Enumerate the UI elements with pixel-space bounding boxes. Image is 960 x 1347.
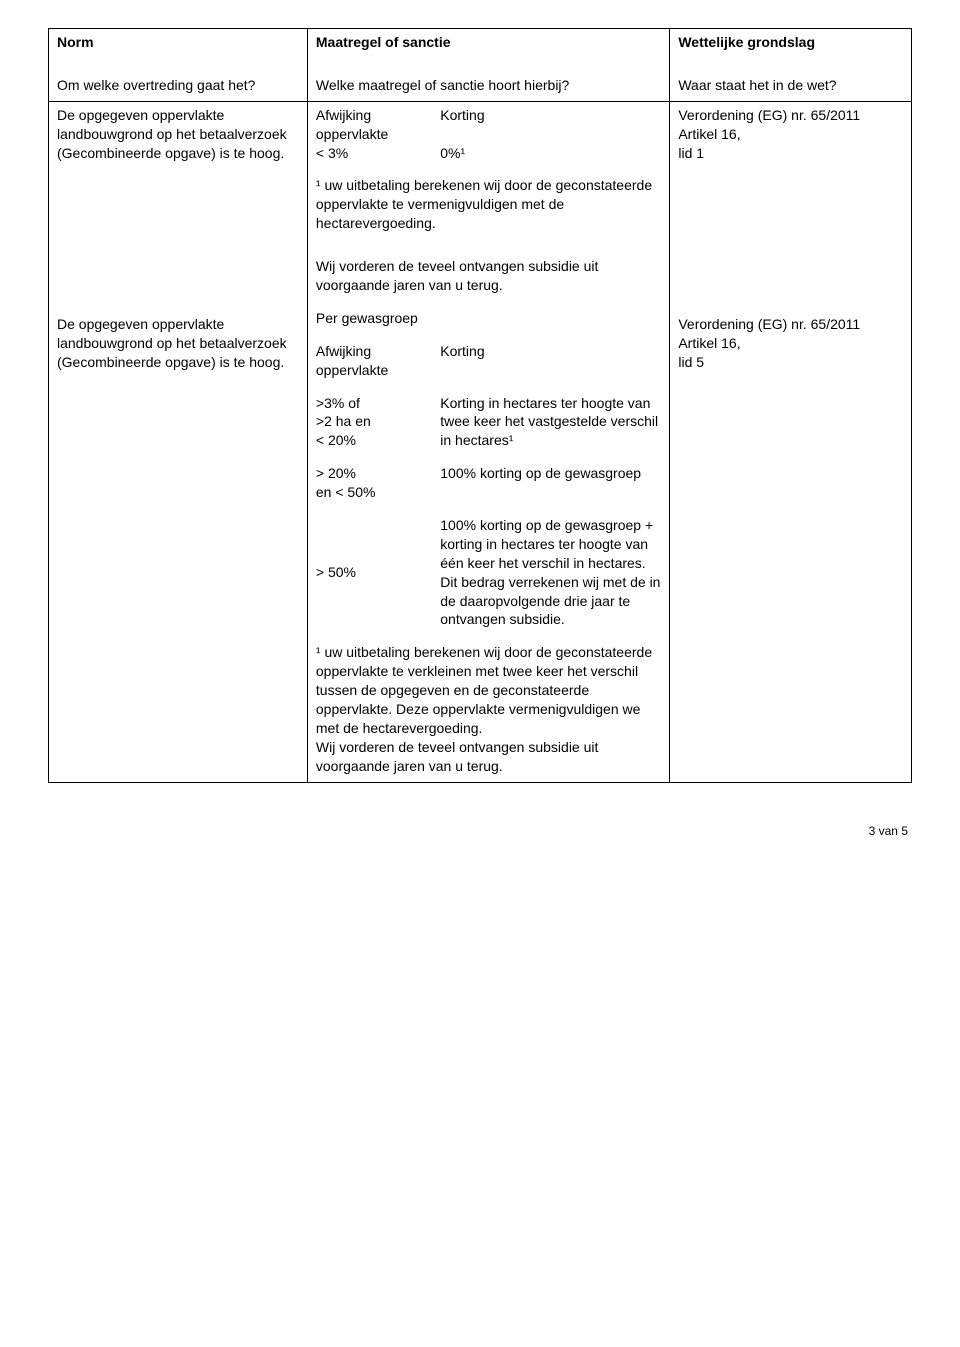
hdr-norm: Norm [57, 34, 94, 50]
hdr-maatregel-cell: Maatregel of sanctie [307, 29, 669, 58]
row2-sub-right: Korting [440, 342, 661, 380]
row2-r1-left: >3% of >2 ha en < 20% [316, 394, 440, 451]
row2-r1-right: Korting in hectares ter hoogte van twee … [440, 394, 661, 451]
hdr-grondslag-cell: Wettelijke grondslag [670, 29, 912, 58]
hdr-norm-sub: Om welke overtreding gaat het? [57, 76, 299, 95]
row2-right-cell: Verordening (EG) nr. 65/2011 Artikel 16,… [670, 239, 912, 782]
hdr-maatregel-sub-cell: Welke maatregel of sanctie hoort hierbij… [307, 58, 669, 101]
row2-note: ¹ uw uitbetaling berekenen wij door de g… [316, 643, 661, 775]
row2-r2-right: 100% korting op de gewasgroep [440, 464, 661, 502]
hdr-maatregel-sub: Welke maatregel of sanctie hoort hierbij… [316, 76, 661, 95]
row2-r3-right: 100% korting op de gewasgroep + korting … [440, 516, 661, 629]
row2-norm-cell: De opgegeven oppervlakte landbouwgrond o… [49, 239, 308, 782]
row2-head: Per gewasgroep [316, 309, 661, 328]
page-footer: 3 van 5 [48, 823, 912, 839]
row2-sub-left: Afwijking oppervlakte [316, 342, 440, 380]
sanction-table: Norm Maatregel of sanctie Wettelijke gro… [48, 28, 912, 783]
row2-r3-left: > 50% [316, 563, 440, 582]
row1-mid-h-right: Korting [440, 106, 661, 144]
hdr-norm-sub-cell: Om welke overtreding gaat het? [49, 58, 308, 101]
row1-mid: Afwijking oppervlakte Korting < 3% 0%¹ ¹… [307, 101, 669, 239]
row1-mid-h-left: Afwijking oppervlakte [316, 106, 440, 144]
hdr-grondslag: Wettelijke grondslag [678, 34, 815, 50]
hdr-maatregel: Maatregel of sanctie [316, 34, 451, 50]
row2-pre: Wij vorderen de teveel ontvangen subsidi… [316, 257, 661, 295]
row2-r2-left: > 20% en < 50% [316, 464, 440, 502]
row2-norm: De opgegeven oppervlakte landbouwgrond o… [57, 315, 299, 372]
hdr-norm-cell: Norm [49, 29, 308, 58]
row2-right: Verordening (EG) nr. 65/2011 Artikel 16,… [678, 315, 903, 372]
row1-mid-v-left: < 3% [316, 144, 440, 163]
row1-mid-v-right: 0%¹ [440, 144, 661, 163]
row1-right: Verordening (EG) nr. 65/2011 Artikel 16,… [670, 101, 912, 239]
row1-mid-note: ¹ uw uitbetaling berekenen wij door de g… [316, 176, 661, 233]
row1-norm: De opgegeven oppervlakte landbouwgrond o… [49, 101, 308, 239]
hdr-grondslag-sub-cell: Waar staat het in de wet? [670, 58, 912, 101]
row2-mid: Wij vorderen de teveel ontvangen subsidi… [307, 239, 669, 782]
hdr-grondslag-sub: Waar staat het in de wet? [678, 76, 903, 95]
